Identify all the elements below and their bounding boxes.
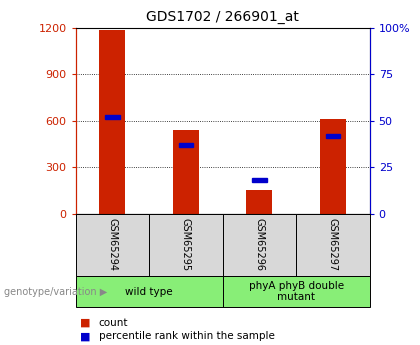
Bar: [252, 178, 267, 183]
Text: GSM65294: GSM65294: [108, 218, 117, 272]
Bar: [100, 30, 125, 214]
Text: percentile rank within the sample: percentile rank within the sample: [99, 332, 275, 341]
Bar: [149, 214, 223, 276]
Title: GDS1702 / 266901_at: GDS1702 / 266901_at: [146, 10, 299, 24]
Text: phyA phyB double
mutant: phyA phyB double mutant: [249, 281, 344, 302]
Text: ■: ■: [80, 318, 90, 327]
Bar: [223, 276, 370, 307]
Bar: [326, 134, 340, 138]
Text: ■: ■: [80, 332, 90, 341]
Text: count: count: [99, 318, 128, 327]
Text: GSM65297: GSM65297: [328, 218, 338, 272]
Bar: [247, 190, 272, 214]
Bar: [76, 214, 149, 276]
Bar: [173, 130, 199, 214]
Text: GSM65296: GSM65296: [255, 218, 264, 272]
Text: wild type: wild type: [125, 287, 173, 296]
Bar: [76, 276, 223, 307]
Bar: [178, 143, 193, 147]
Bar: [223, 214, 296, 276]
Bar: [320, 119, 346, 214]
Text: GSM65295: GSM65295: [181, 218, 191, 272]
Bar: [296, 214, 370, 276]
Bar: [105, 115, 120, 119]
Text: genotype/variation ▶: genotype/variation ▶: [4, 287, 108, 296]
